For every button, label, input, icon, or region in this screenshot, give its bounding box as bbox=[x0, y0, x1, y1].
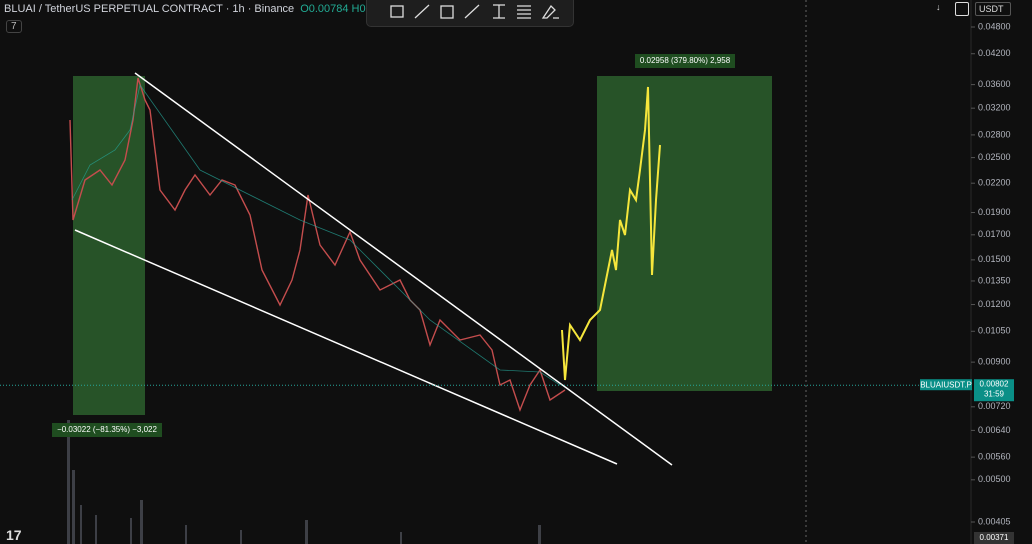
price-axis: 0.04800 0.04200 0.03600 0.03200 0.02800 0.025… bbox=[971, 21, 1011, 526]
tick-label: 0.00720 bbox=[978, 401, 1011, 411]
tick-label: 0.01900 bbox=[978, 207, 1011, 217]
tool-callout[interactable] bbox=[390, 5, 404, 18]
tick-label: 0.00405 bbox=[978, 516, 1011, 526]
price-projection bbox=[561, 86, 661, 381]
indicator-badge[interactable]: 7 bbox=[6, 20, 22, 33]
arrow-button[interactable]: ↓ bbox=[936, 2, 941, 12]
long-zone bbox=[597, 76, 772, 391]
symbol-tag: BLUAIUSDT.P bbox=[920, 380, 972, 389]
ohlc: O0.00784 H0 bbox=[300, 3, 366, 15]
short-label: −0.03022 (−81.35%) −3,022 bbox=[57, 425, 157, 434]
price-history bbox=[69, 77, 566, 413]
tick-label: 0.01500 bbox=[978, 254, 1011, 264]
tick-label: 0.03600 bbox=[978, 79, 1011, 89]
volume bbox=[67, 420, 541, 544]
last-price-box bbox=[974, 379, 1014, 402]
tick-label: 0.00900 bbox=[978, 357, 1011, 367]
tick-label: 0.01350 bbox=[978, 275, 1011, 285]
tick-label: 0.02800 bbox=[978, 129, 1011, 139]
tick-label: 0.04800 bbox=[978, 21, 1011, 31]
tick-label: 0.01700 bbox=[978, 229, 1011, 239]
bottom-label-box bbox=[974, 532, 1014, 544]
long-label: 0.02958 (379.80%) 2,958 bbox=[640, 56, 731, 65]
tick-label: 0.00500 bbox=[978, 474, 1011, 484]
price-history-up bbox=[71, 84, 561, 386]
tool-fib[interactable] bbox=[517, 5, 531, 19]
tick-label: 0.00640 bbox=[978, 425, 1011, 435]
tick-label: 0.02500 bbox=[978, 152, 1011, 162]
symbol: BLUAI / TetherUS PERPETUAL CONTRACT · 1h… bbox=[4, 3, 295, 15]
countdown: 31:59 bbox=[984, 389, 1005, 398]
tick-label: 0.00560 bbox=[978, 451, 1011, 461]
bottom-label: 0.00371 bbox=[980, 533, 1009, 542]
tool-rect[interactable] bbox=[440, 5, 454, 19]
long-label-box bbox=[635, 54, 735, 68]
tick-label: 0.01200 bbox=[978, 299, 1011, 309]
drawing-toolbar bbox=[366, 0, 574, 27]
logo: 17 bbox=[6, 527, 22, 543]
tool-ray[interactable] bbox=[464, 4, 480, 19]
tick-label: 0.02200 bbox=[978, 178, 1011, 188]
tool-brush[interactable] bbox=[541, 4, 559, 19]
toolbar-icons bbox=[390, 4, 559, 19]
tick-label: 0.01050 bbox=[978, 326, 1011, 336]
currency[interactable]: USDT bbox=[975, 2, 1011, 16]
trendline-upper bbox=[134, 72, 673, 466]
trendline-lower bbox=[74, 229, 618, 465]
last-price: 0.00802 bbox=[980, 379, 1009, 388]
tool-text[interactable] bbox=[493, 4, 505, 19]
tool-line[interactable] bbox=[414, 4, 430, 19]
symbol-tag-box bbox=[920, 379, 972, 391]
tick-label: 0.03200 bbox=[978, 103, 1011, 113]
short-zone bbox=[73, 76, 145, 415]
short-label-box bbox=[52, 423, 162, 437]
square-button[interactable] bbox=[955, 2, 969, 16]
header: BLUAI / TetherUS PERPETUAL CONTRACT · 1h… bbox=[4, 3, 366, 15]
tick-label: 0.04200 bbox=[978, 48, 1011, 58]
